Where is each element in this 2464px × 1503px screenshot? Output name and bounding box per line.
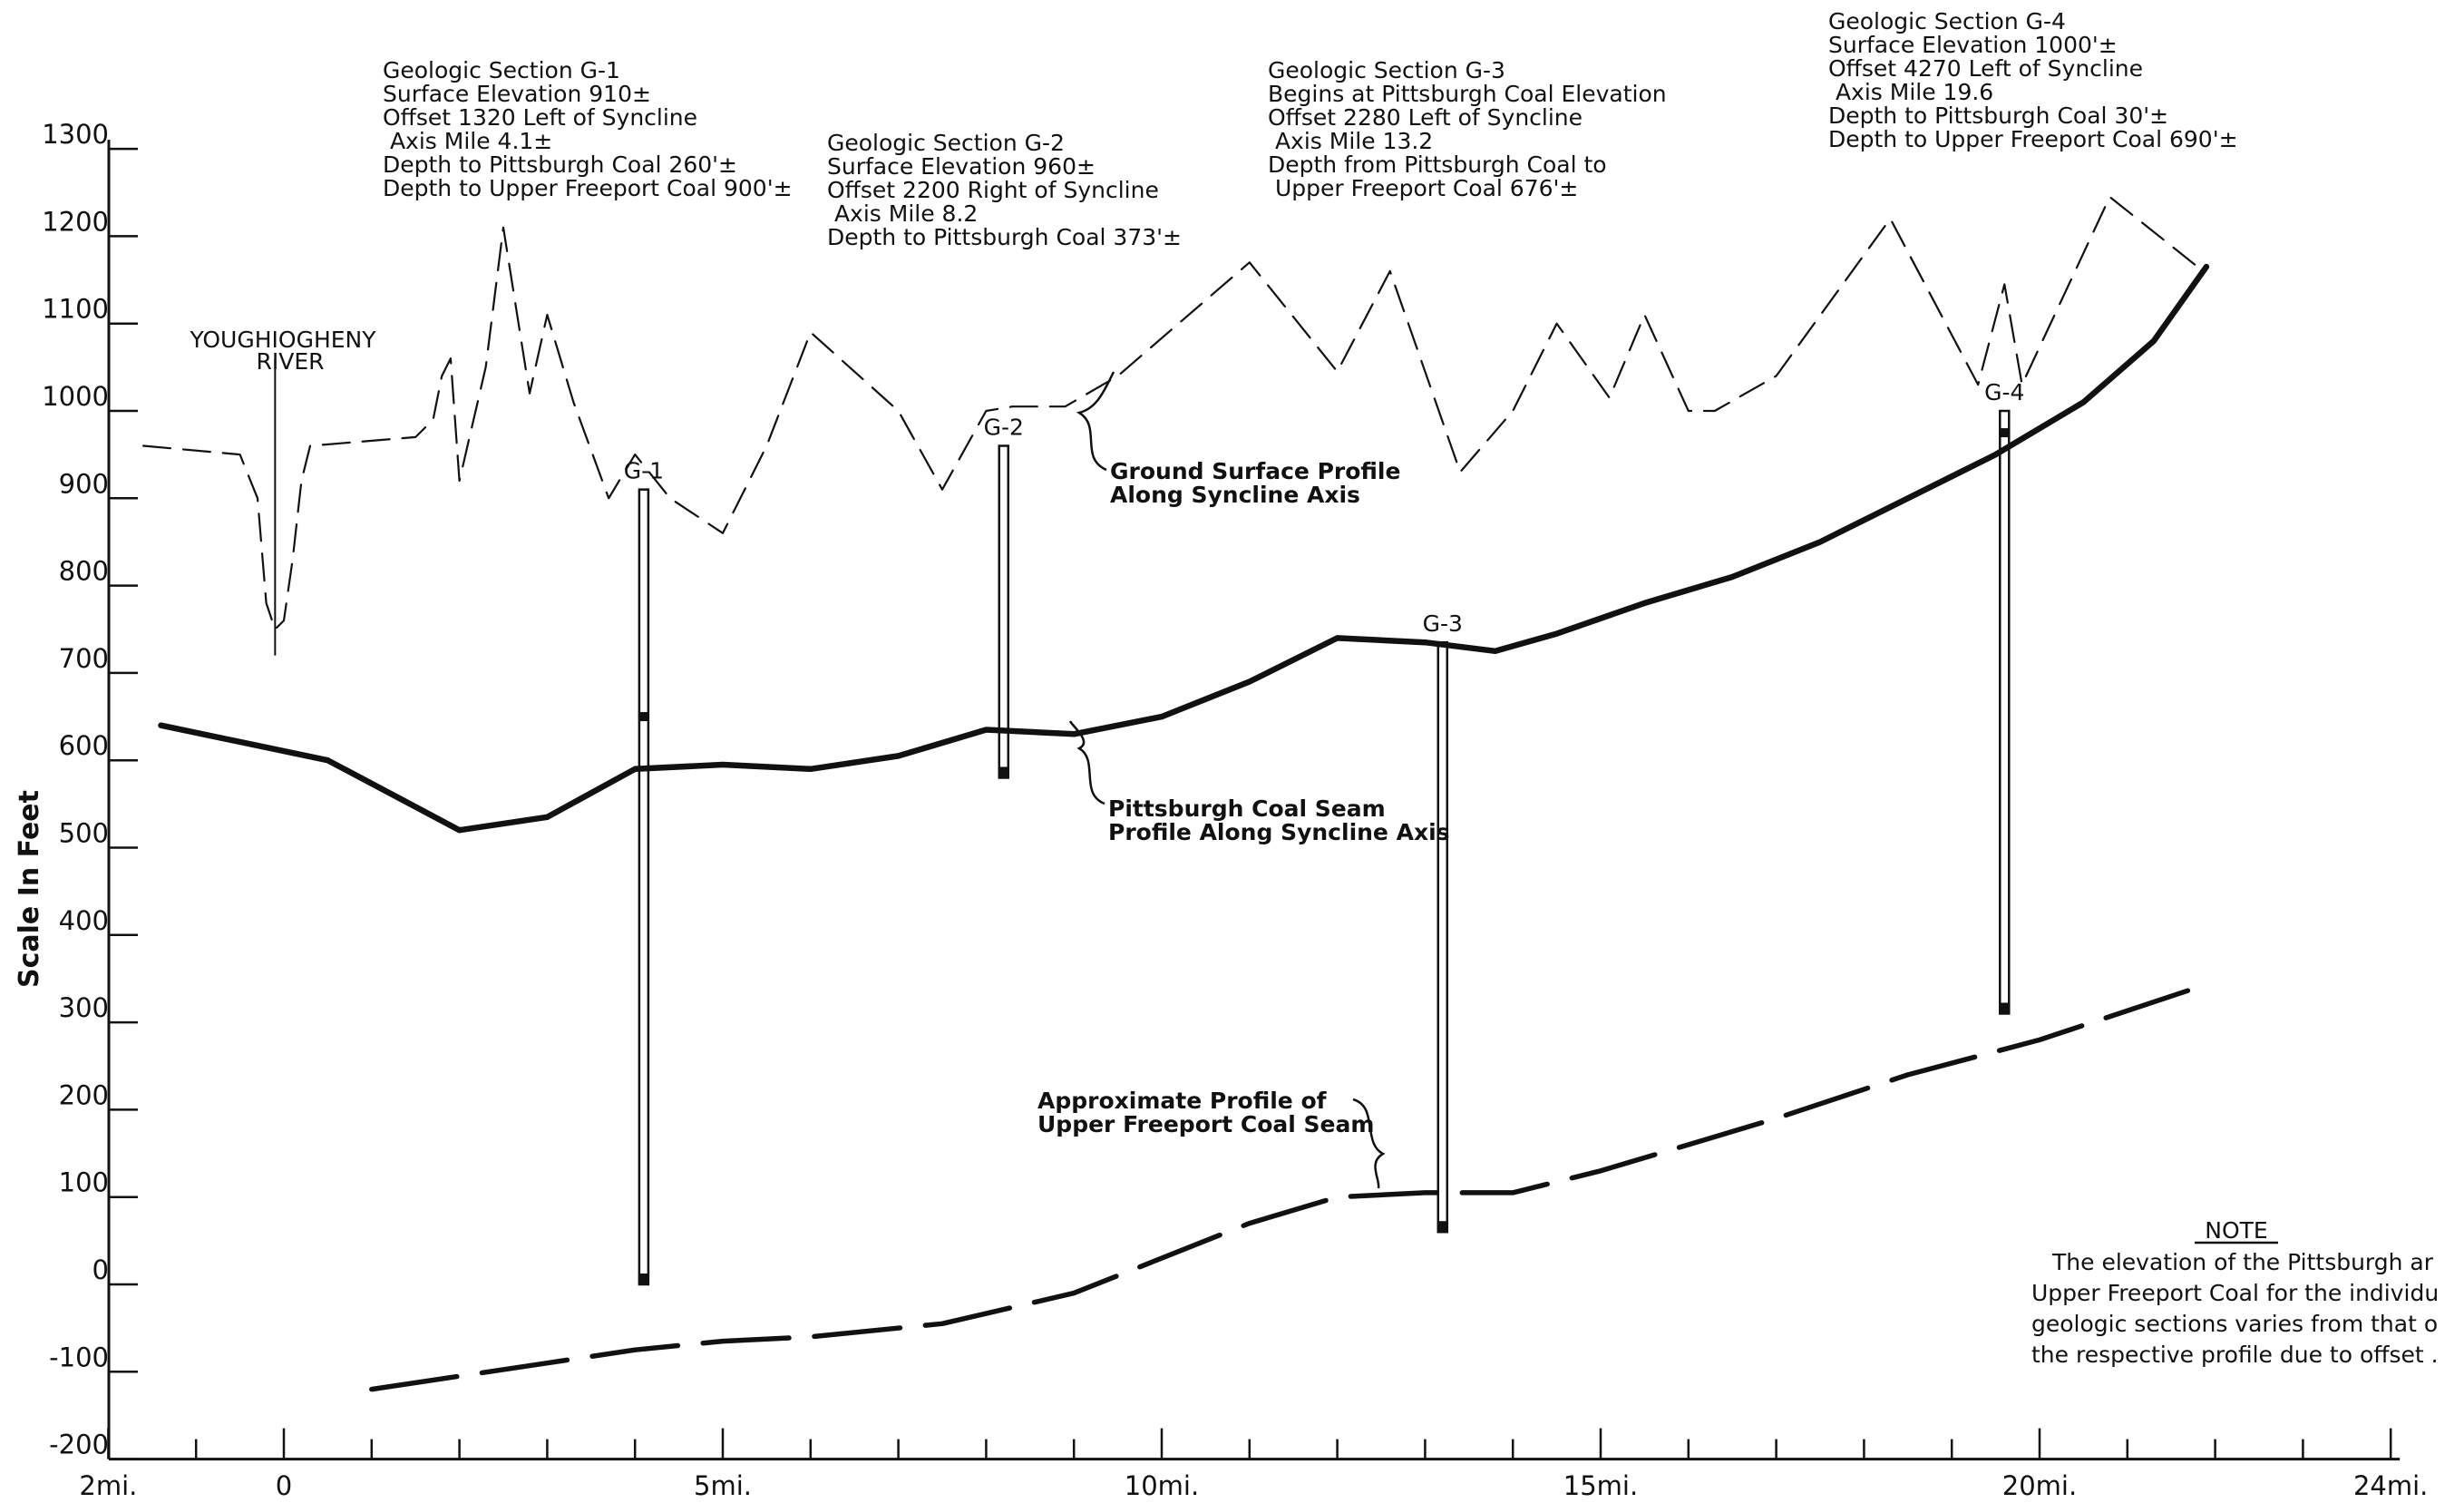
section-column-mark <box>1999 428 2011 438</box>
series-line <box>158 263 2210 834</box>
y-tick-label: 700 <box>59 643 109 674</box>
y-tick-label: 500 <box>59 818 109 849</box>
geologic-section-columns: G-1G-2G-3G-4 <box>624 379 2024 1286</box>
y-tick-label: 400 <box>59 905 109 936</box>
y-tick-label: 800 <box>59 556 109 587</box>
y-tick-label: 0 <box>93 1254 109 1285</box>
section-column <box>1999 409 2011 1015</box>
leader-line <box>1068 720 1105 805</box>
y-tick-label: 100 <box>59 1167 109 1198</box>
note-title: NOTE <box>2205 1217 2267 1244</box>
section-g3-note: Geologic Section G-3 Begins at Pittsburgh… <box>1268 57 1667 201</box>
y-tick-label: 300 <box>59 992 109 1023</box>
series-line <box>369 984 2200 1392</box>
y-tick-label: -200 <box>49 1430 109 1460</box>
section-column-base <box>638 1274 649 1284</box>
x-tick-label: 0 <box>276 1470 292 1501</box>
profile-lines <box>142 196 2210 1392</box>
x-tick-label: 24mi. <box>2353 1470 2428 1501</box>
x-tick-label: 5mi. <box>694 1470 752 1501</box>
y-tick-label: 1100 <box>42 294 109 325</box>
section-g4-note: Geologic Section G-4 Surface Elevation 10… <box>1828 8 2238 152</box>
note-text: The elevation of the Pittsburgh ar Upper … <box>2031 1249 2439 1368</box>
river-label: YOUGHIOGHENY RIVER <box>189 327 376 375</box>
x-tick-label: 15mi. <box>1563 1470 1638 1501</box>
annotations: Geologic Section G-1 Surface Elevation 91… <box>189 8 2439 1368</box>
y-tick-label: 1200 <box>42 206 109 237</box>
y-tick-label: 1300 <box>42 119 109 150</box>
section-label: G-3 <box>1423 610 1463 637</box>
x-tick-label: 10mi. <box>1125 1470 1199 1501</box>
section-column-mark <box>638 712 649 722</box>
pittsburgh-seam-label: Pittsburgh Coal Seam Profile Along Syncli… <box>1108 795 1450 845</box>
upper-freeport-label: Approximate Profile of Upper Freeport Coa… <box>1037 1088 1374 1137</box>
ground-surface-label: Ground Surface Profile Along Syncline Axi… <box>1110 458 1400 508</box>
y-tick-label: 900 <box>59 468 109 499</box>
section-label: G-4 <box>1984 379 2024 405</box>
leader-line <box>1352 1098 1386 1189</box>
y-tick-label: -100 <box>49 1342 109 1372</box>
section-column <box>638 488 650 1286</box>
section-column-base <box>998 766 1009 778</box>
leader-line <box>1076 371 1115 472</box>
axes: 1300120011001000900800700600500400300200… <box>42 119 2428 1501</box>
y-tick-label: 600 <box>59 730 109 761</box>
series-line <box>142 196 2199 630</box>
section-g2-note: Geologic Section G-2 Surface Elevation 96… <box>827 130 1182 250</box>
section-label: G-2 <box>984 415 1024 441</box>
section-column-base <box>1437 1221 1448 1233</box>
x-tick-label: 20mi. <box>2002 1470 2077 1501</box>
y-tick-label: 200 <box>59 1079 109 1110</box>
y-axis-title: Scale In Feet <box>14 790 45 988</box>
section-column-base <box>1999 1002 2011 1014</box>
section-column <box>1437 640 1449 1234</box>
section-g1-note: Geologic Section G-1 Surface Elevation 91… <box>383 57 793 201</box>
y-tick-label: 1000 <box>42 381 109 412</box>
x-tick-label: 2mi. <box>79 1470 137 1501</box>
